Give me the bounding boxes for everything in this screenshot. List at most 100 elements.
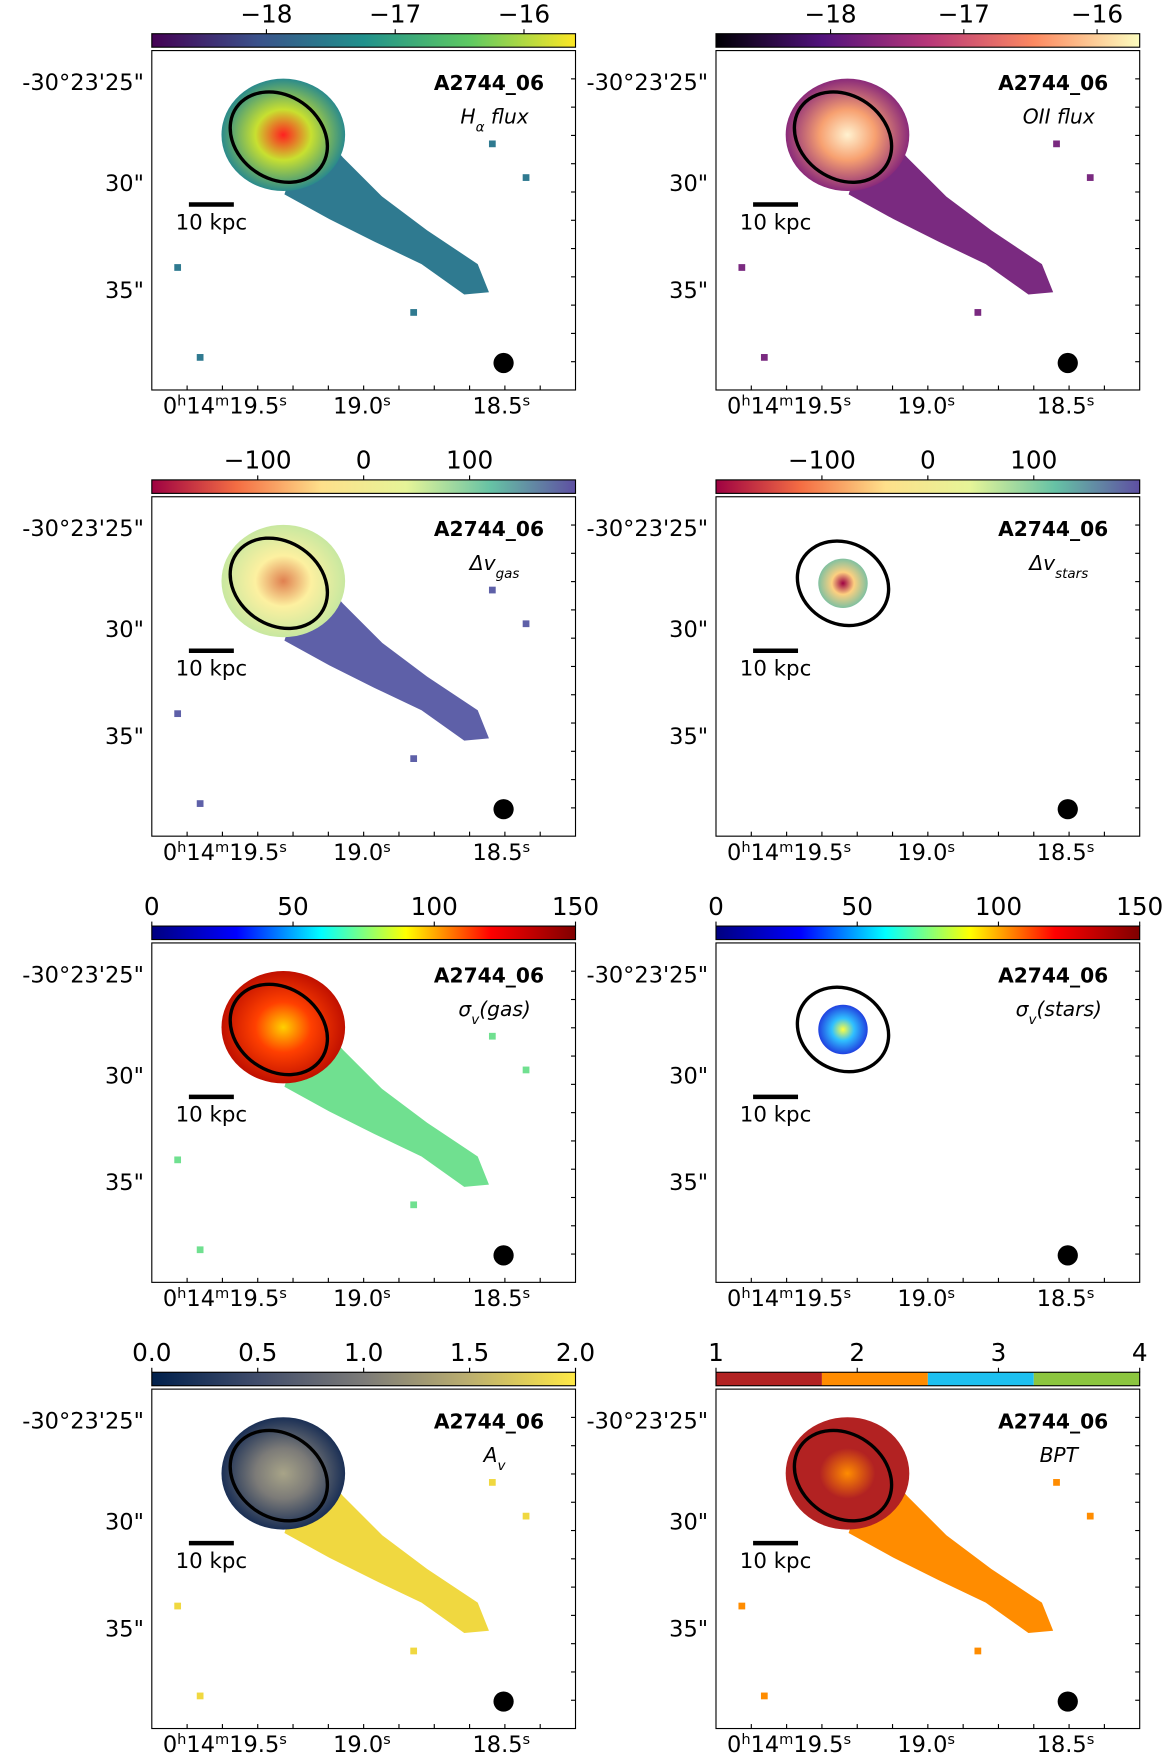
colorbar-tick-label: −18 — [240, 0, 292, 28]
colorbar-frame — [715, 925, 1141, 941]
colorbar-tick-label: 1.5 — [450, 1338, 489, 1367]
x-tick-label: 19.0s — [897, 1731, 955, 1758]
label-part: Δv — [1027, 551, 1056, 575]
colorbar-tick-label: 100 — [411, 892, 458, 921]
x-tick-part: 0 — [727, 1286, 741, 1312]
x-tick-part: 0 — [727, 1732, 741, 1758]
map-pixel — [522, 174, 530, 181]
label-part: α — [476, 120, 485, 136]
colorbar-tick-label: −16 — [498, 0, 550, 28]
map-pixel — [974, 1647, 982, 1655]
panel: −18 −17 −16 10 kpc A2744_06 Hα flux -30°23'25"… — [22, 0, 577, 420]
map-label: σv(gas) — [458, 997, 530, 1028]
x-tick-label: 18.5s — [1037, 838, 1095, 866]
panel: 0 50 100 150 10 kpc A2744_06 σv(gas) -30°23'25"… — [22, 892, 599, 1312]
colorbar-tick-label: 150 — [552, 892, 599, 921]
beam — [1057, 352, 1078, 374]
x-tick-label: 18.5s — [1037, 392, 1095, 420]
map-pixel — [174, 264, 182, 271]
map-pixel — [174, 1602, 182, 1610]
x-tick-part: s — [383, 1284, 391, 1301]
panel: −18 −17 −16 10 kpc A2744_06 OII flux -30°23'25… — [586, 0, 1141, 420]
map-pixel — [488, 586, 496, 594]
map-pixel — [196, 354, 204, 361]
label-part: σ — [1016, 997, 1030, 1021]
map-frame — [715, 942, 1141, 1283]
map-label: Δvstars — [1027, 551, 1088, 582]
colorbar-tick-label: −100 — [788, 446, 856, 475]
x-tick-part: h — [741, 392, 750, 409]
colorbar-tick-label: 3 — [991, 1338, 1007, 1367]
map-pixel — [488, 1479, 496, 1486]
x-tick-part: s — [947, 1731, 955, 1748]
map-pixel — [974, 309, 982, 316]
map-blob — [221, 524, 346, 638]
label-part: v — [498, 1458, 507, 1474]
x-tick-label: 18.5s — [473, 838, 531, 866]
colorbar — [715, 479, 1140, 494]
y-tick-label: 35" — [105, 278, 144, 304]
colorbar-tick-label: 2 — [849, 1338, 865, 1367]
map-pixel — [760, 1692, 768, 1700]
colorbar-segment — [715, 1372, 822, 1386]
x-tick-part: 19.5 — [229, 394, 279, 420]
x-tick-label: 0h14m19.5s — [163, 392, 287, 420]
x-tick-part: 18.5 — [473, 1286, 523, 1312]
y-tick-label: 35" — [669, 1170, 708, 1196]
map-pixel — [738, 264, 746, 271]
scale-bar-label: 10 kpc — [740, 1549, 812, 1574]
label-part: A — [482, 1443, 498, 1467]
colorbar — [715, 33, 1140, 48]
scale-bar-label: 10 kpc — [740, 656, 812, 681]
x-tick-part: 18.5 — [1037, 840, 1087, 866]
x-tick-part: 0 — [727, 394, 741, 420]
y-tick-label: 30" — [105, 617, 144, 643]
x-tick-part: s — [1087, 1284, 1095, 1301]
y-tick-label: -30°23'25" — [22, 1408, 144, 1434]
galaxy-name: A2744_06 — [998, 517, 1108, 541]
colorbar-tick-label: 4 — [1132, 1338, 1148, 1367]
x-tick-label: 18.5s — [1037, 1731, 1095, 1758]
colorbar-tick-label: 2.0 — [556, 1338, 595, 1367]
x-tick-part: s — [947, 392, 955, 409]
y-tick-label: 30" — [669, 1510, 708, 1536]
x-tick-part: s — [383, 1731, 391, 1748]
y-tick-label: 35" — [669, 1616, 708, 1642]
colorbar-tick-label: 100 — [975, 892, 1022, 921]
x-tick-label: 0h14m19.5s — [727, 392, 851, 420]
x-tick-part: s — [1087, 392, 1095, 409]
scale-bar-label: 10 kpc — [176, 1103, 248, 1128]
aperture — [228, 1428, 330, 1523]
colorbar-segment — [1033, 1372, 1140, 1386]
aperture — [228, 982, 330, 1077]
x-tick-part: 19.0 — [897, 1286, 947, 1312]
colorbar-tick-label: 100 — [1010, 446, 1057, 475]
colorbar-frame — [715, 33, 1141, 48]
label-part: Δv — [468, 551, 497, 575]
y-tick-label: 30" — [669, 171, 708, 197]
x-tick-part: h — [177, 1284, 186, 1301]
x-tick-label: 0h14m19.5s — [727, 1731, 851, 1758]
colorbar-tick-label: 0.5 — [238, 1338, 277, 1367]
x-tick-part: s — [843, 392, 851, 409]
aperture — [228, 90, 330, 184]
aperture — [792, 90, 894, 184]
map-label: BPT — [1040, 1443, 1080, 1467]
colorbar-frame — [151, 33, 577, 48]
y-tick-label: 30" — [105, 1063, 144, 1089]
x-tick-part: 18.5 — [473, 1732, 523, 1758]
beam — [1057, 1245, 1078, 1266]
map-pixel — [738, 1602, 746, 1610]
colorbar-tick-label: 0 — [708, 892, 724, 921]
x-tick-part: 19.0 — [333, 394, 383, 420]
map-pixel — [1086, 174, 1094, 181]
map-pixel — [410, 755, 418, 762]
map-blob — [785, 78, 910, 192]
x-tick-part: 14 — [186, 1732, 215, 1758]
map-pixel — [1053, 140, 1060, 148]
colorbar-tick-label: 150 — [1116, 892, 1163, 921]
colorbar-tick-label: −100 — [224, 446, 292, 475]
colorbar-tick-label: 50 — [277, 892, 308, 921]
colorbar-tick-label: −16 — [1071, 0, 1123, 28]
scale-bar-label: 10 kpc — [176, 210, 248, 235]
